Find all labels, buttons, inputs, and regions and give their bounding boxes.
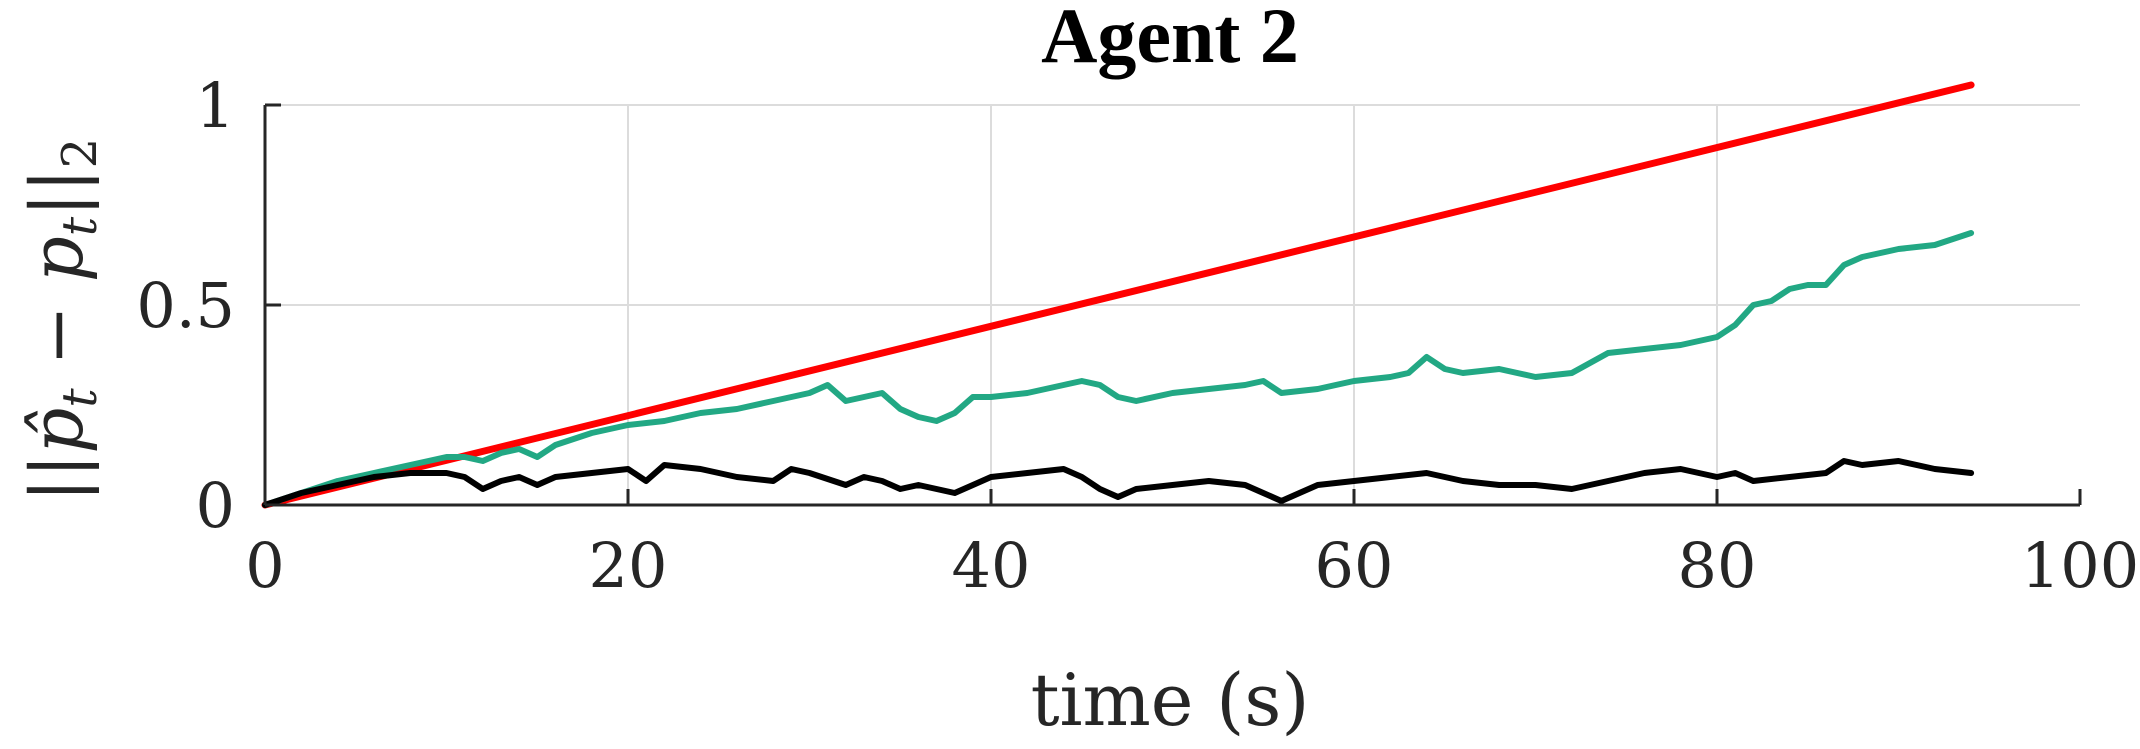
x-tick-label: 40 xyxy=(952,529,1031,602)
x-tick-label: 100 xyxy=(2021,529,2139,602)
series-line-1 xyxy=(261,81,1975,509)
y-axis-label-sub3: 2 xyxy=(52,138,108,169)
y-tick-label: 1 xyxy=(196,69,235,142)
x-tick-label: 0 xyxy=(245,529,284,602)
y-axis-label-open: || xyxy=(15,454,99,503)
axes xyxy=(263,103,2082,507)
chart-title: Agent 2 xyxy=(1041,0,1299,79)
series-line-2 xyxy=(262,230,1975,508)
y-axis-label-sub1: t xyxy=(52,388,108,408)
grid xyxy=(265,104,2080,505)
x-tick-label: 80 xyxy=(1678,529,1757,602)
x-axis-label: time (s) xyxy=(1031,658,1310,742)
series-layer xyxy=(261,81,1975,509)
y-axis-label-minus: − xyxy=(15,282,99,388)
y-tick-label: 0 xyxy=(196,469,235,542)
y-axis-label-hat-var: p̂ xyxy=(15,408,99,454)
series-line-3 xyxy=(262,458,1975,508)
y-axis-label: ||p̂t − pt||2 xyxy=(15,138,108,502)
x-tick-label: 20 xyxy=(589,529,668,602)
y-axis-label-var2: p xyxy=(15,236,99,282)
y-axis-label-sub2: t xyxy=(52,216,108,236)
y-axis-label-close: || xyxy=(15,168,99,217)
x-tick-label: 60 xyxy=(1315,529,1394,602)
y-tick-label: 0.5 xyxy=(136,269,235,342)
tick-labels: 0 20 40 60 80 100 0 0.5 1 xyxy=(136,69,2139,602)
